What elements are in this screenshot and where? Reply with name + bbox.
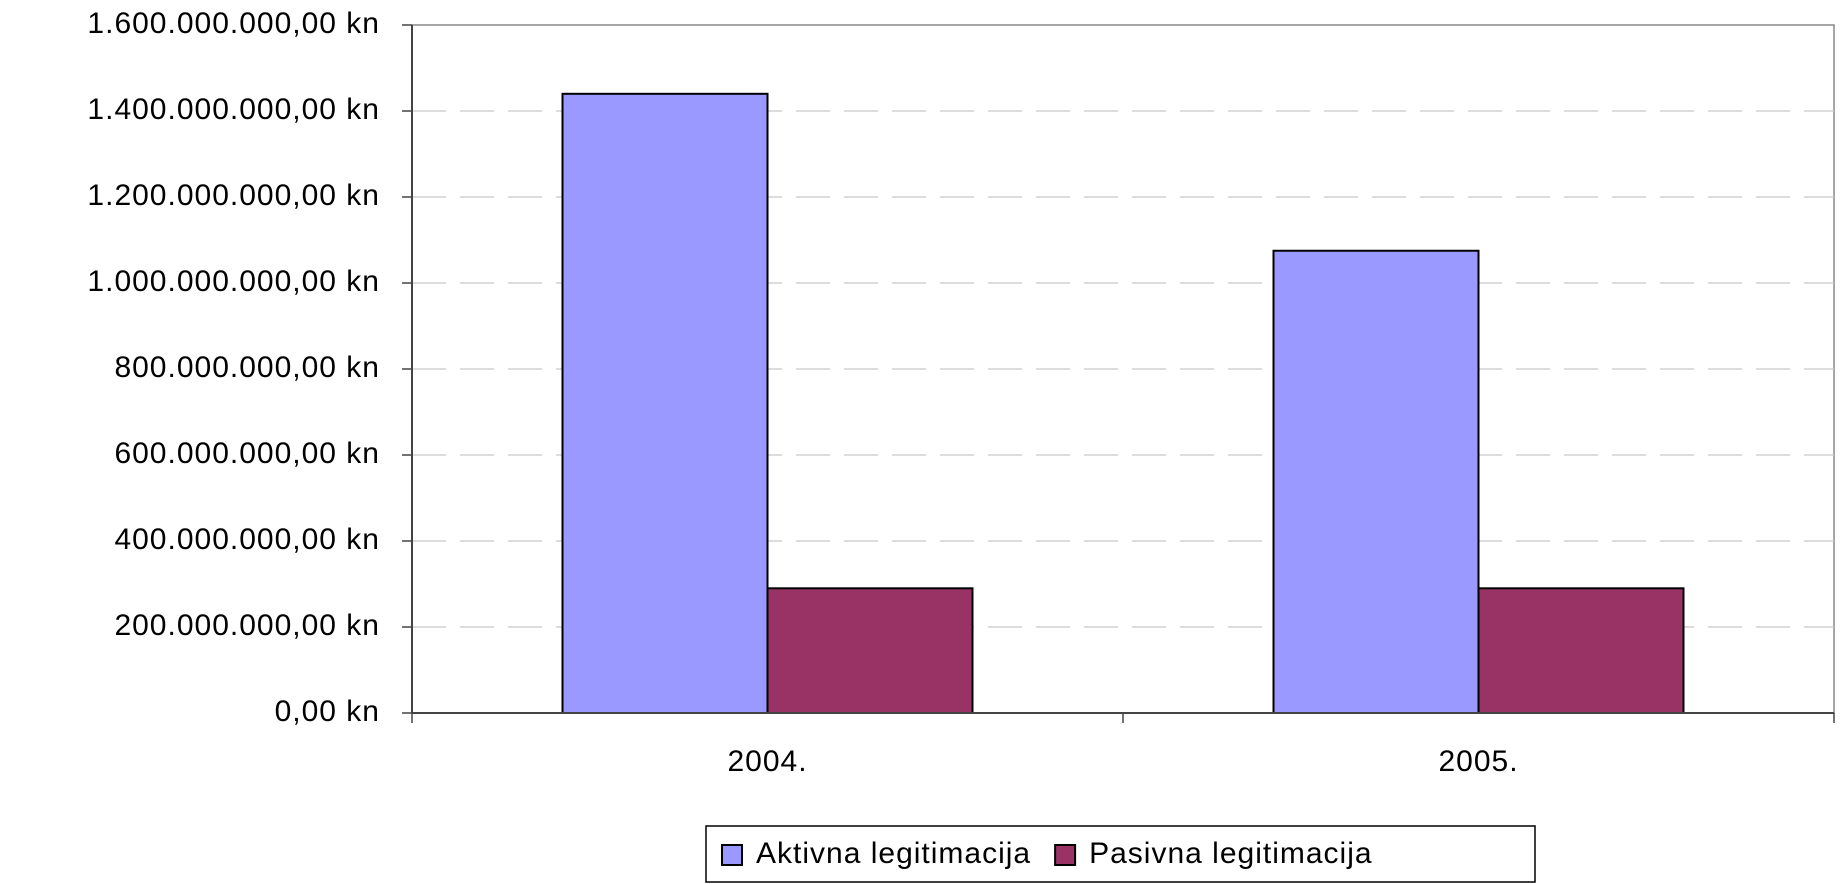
y-tick-label: 1.000.000.000,00 kn [87, 265, 380, 298]
bar [766, 587, 974, 714]
y-tick-label: 1.200.000.000,00 kn [87, 179, 380, 212]
y-tick-label: 400.000.000,00 kn [114, 523, 380, 556]
y-tick-label: 0,00 kn [275, 695, 380, 728]
bar [561, 92, 769, 715]
y-tick-label: 1.600.000.000,00 kn [87, 7, 380, 40]
legend-box [705, 825, 1536, 883]
y-tick-label: 800.000.000,00 kn [114, 351, 380, 384]
legend-label: Aktivna legitimacija [756, 837, 1031, 870]
bar [1272, 249, 1480, 714]
x-tick-label: 2005. [1438, 745, 1518, 778]
bar [1477, 587, 1685, 714]
legend-swatch [1054, 844, 1077, 866]
y-tick-label: 200.000.000,00 kn [114, 609, 380, 642]
x-tick-label: 2004. [727, 745, 807, 778]
y-tick-label: 1.400.000.000,00 kn [87, 93, 380, 126]
legend-label: Pasivna legitimacija [1089, 837, 1372, 870]
y-tick-label: 600.000.000,00 kn [114, 437, 380, 470]
legend-swatch [721, 844, 743, 866]
